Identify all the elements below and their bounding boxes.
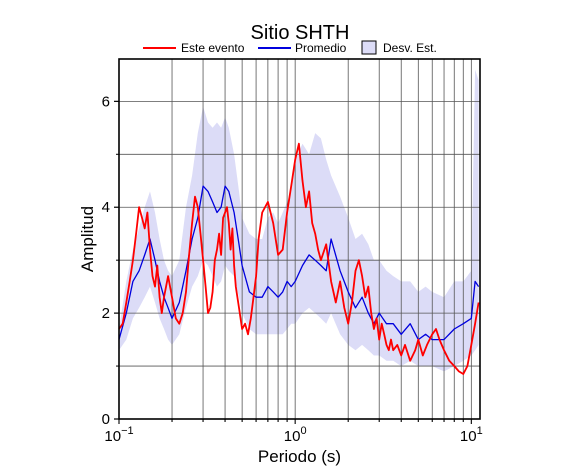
series-line-promedio [118,185,480,341]
series-layer [118,142,480,375]
y-axis-label: Amplitud [78,206,97,272]
legend-label: Desv. Est. [383,41,437,55]
x-tick-label: 101 [460,425,483,445]
std-band-layer [119,69,479,372]
series-line-este-evento [118,142,480,375]
x-tick-exponent: 0 [300,425,306,437]
grid [119,59,480,419]
legend-label: Promedio [295,41,347,55]
x-tick-base: 10 [104,428,121,445]
y-tick-label: 4 [102,199,110,216]
x-tick-exponent: 1 [477,425,483,437]
y-tick-label: 0 [102,411,110,428]
x-tick-label: 100 [284,425,307,445]
legend-label: Este evento [181,41,245,55]
x-tick-base: 10 [460,428,477,445]
plot-frame [118,58,481,420]
x-tick-exponent: −1 [121,425,134,437]
x-tick-base: 10 [284,428,301,445]
x-axis-label: Periodo (s) [258,447,341,466]
plot-area [118,58,481,420]
legend: Este evento Promedio Desv. Est. [143,40,437,55]
std-band-area [119,69,479,372]
chart-title: Sitio SHTH [251,22,350,44]
y-tick-label: 6 [102,93,110,110]
y-tick-label: 2 [102,305,110,322]
legend-swatch-box [361,40,377,55]
x-tick-label: 10−1 [104,425,133,445]
